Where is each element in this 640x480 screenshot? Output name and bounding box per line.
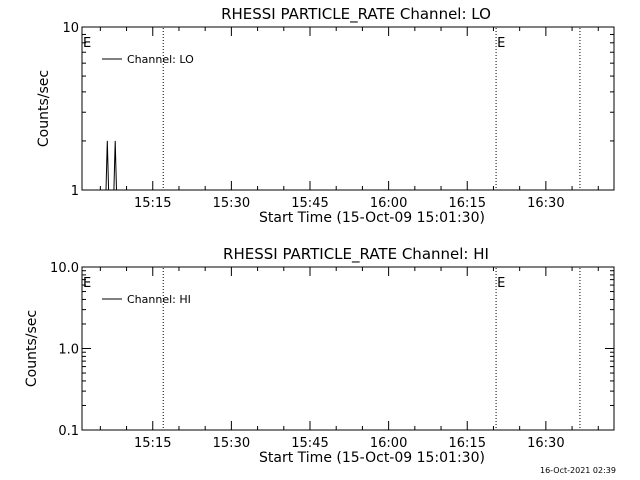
event-label: E	[497, 276, 505, 291]
x-tick-label: 16:30	[527, 436, 564, 451]
x-tick-label: 15:15	[134, 196, 171, 211]
chart-title: RHESSI PARTICLE_RATE Channel: LO	[221, 5, 491, 24]
legend-label: Channel: HI	[127, 293, 191, 306]
x-tick-label: 16:00	[370, 436, 407, 451]
x-tick-label: 16:30	[527, 196, 564, 211]
x-tick-label: 15:15	[134, 436, 171, 451]
x-tick-label: 16:00	[370, 196, 407, 211]
edge-event-label: E	[83, 36, 91, 51]
y-tick-label: 10.0	[50, 261, 79, 276]
y-tick-label: 10	[62, 21, 79, 36]
y-tick-label: 0.1	[58, 424, 79, 439]
series-line-channel-lo	[113, 140, 117, 191]
y-axis-title: Counts/sec	[36, 70, 52, 147]
x-tick-label: 15:30	[213, 196, 250, 211]
plot-frame	[81, 266, 615, 431]
x-axis-title: Start Time (15-Oct-09 15:01:30)	[259, 450, 485, 466]
y-tick-label: 1.0	[58, 343, 79, 358]
chart-panel-2: RHESSI PARTICLE_RATE Channel: HI 15:15 15:…	[24, 245, 615, 466]
plot-frame	[81, 26, 615, 191]
edge-event-label: E	[83, 276, 91, 291]
chart-panel-1: RHESSI PARTICLE_RATE Channel: LO 15:15 15:…	[36, 5, 615, 226]
y-axis-title: Counts/sec	[24, 310, 40, 387]
legend-label: Channel: LO	[127, 53, 194, 66]
y-tick-label: 1	[71, 184, 79, 199]
x-axis-title: Start Time (15-Oct-09 15:01:30)	[259, 210, 485, 226]
x-tick-label: 15:45	[291, 196, 328, 211]
x-tick-label: 16:15	[449, 196, 486, 211]
footer-timestamp: 16-Oct-2021 02:39	[540, 466, 616, 475]
x-tick-label: 16:15	[449, 436, 486, 451]
event-label: E	[497, 36, 505, 51]
x-tick-label: 15:45	[291, 436, 328, 451]
x-tick-label: 15:30	[213, 436, 250, 451]
series-line-channel-lo	[105, 140, 110, 191]
chart-title: RHESSI PARTICLE_RATE Channel: HI	[223, 245, 489, 264]
